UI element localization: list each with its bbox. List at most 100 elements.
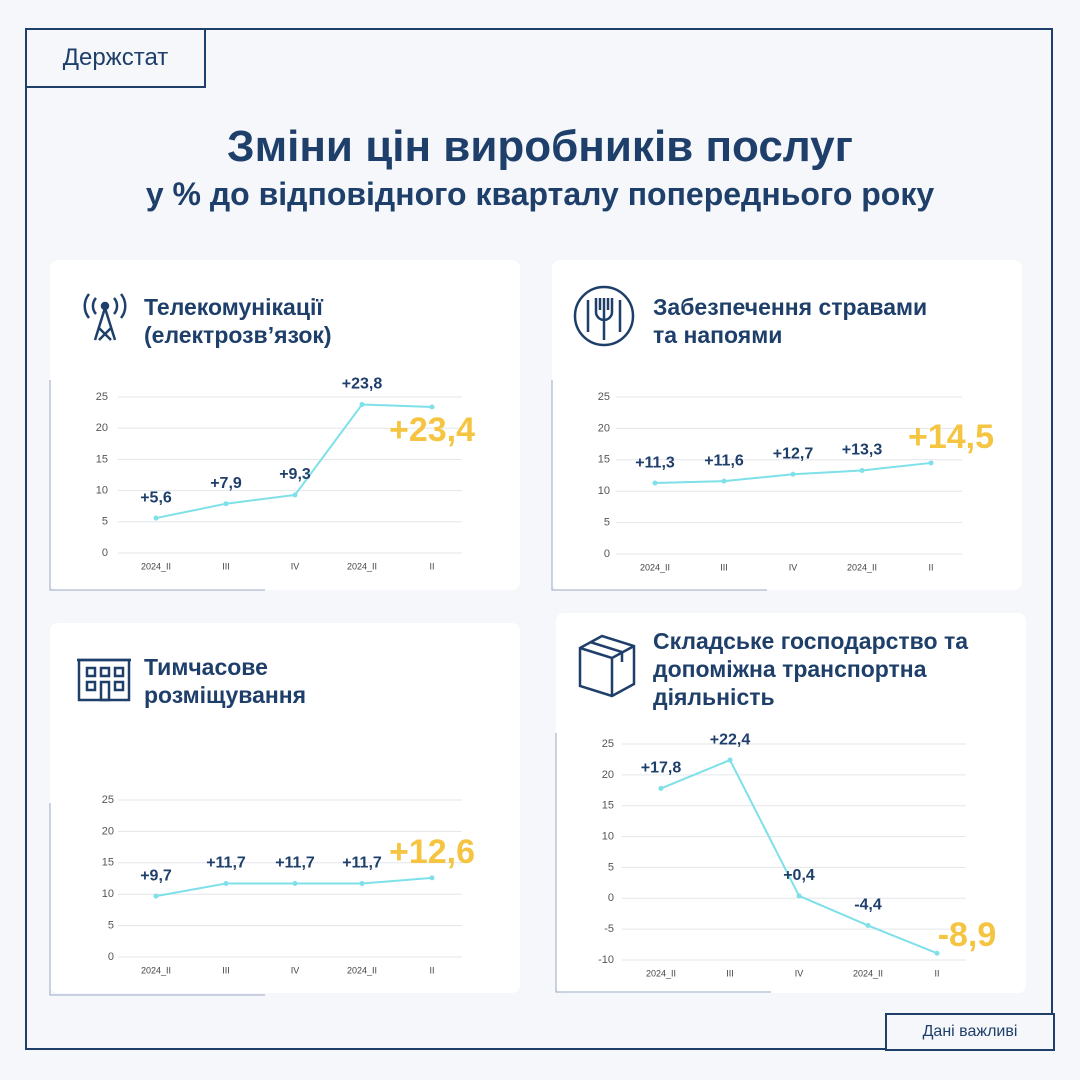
point [865,922,871,928]
y-tick-label: 20 [102,825,114,837]
y-tick-label: 25 [102,794,114,806]
point [429,404,435,410]
title: Зміни цін виробників послуг [227,122,853,171]
subtitle: у % до відповідного кварталу попередньог… [145,176,935,212]
value-label: +11,3 [635,454,675,471]
y-tick-label: 10 [598,485,610,497]
highlight-label: +14,5 [908,418,994,456]
value-label: +13,3 [842,442,883,459]
axis-decoration [555,733,771,993]
point [223,881,229,887]
y-tick-label: 0 [108,951,114,963]
value-label: +9,7 [140,867,172,884]
y-tick-label: 15 [102,857,114,869]
point [727,757,733,763]
point [859,467,865,473]
y-tick-label: 15 [96,453,108,465]
x-tick-label: II [429,965,434,975]
y-tick-label: 5 [102,516,108,528]
axis-decoration [49,803,265,996]
x-tick-label: 2024_II [141,965,171,975]
value-label: +11,7 [206,855,246,872]
highlight-label: +23,4 [389,411,475,449]
hotel-icon [77,658,131,702]
value-label: +7,9 [210,475,242,492]
y-tick-label: -5 [604,923,614,935]
y-tick-label: 5 [604,517,610,529]
value-label: +11,7 [275,855,315,872]
card [50,260,520,590]
y-tick-label: 10 [602,830,614,842]
y-tick-label: 25 [602,738,614,750]
y-tick-label: -10 [598,954,614,966]
card-title: Телекомунікації (електрозв’язок) [144,294,332,348]
value-label: +22,4 [710,731,751,748]
card-title: Забезпечення стравами та напоями [653,294,928,348]
x-tick-label: II [928,562,933,572]
highlight-label: -8,9 [938,916,997,954]
x-tick-label: 2024_II [640,562,670,572]
x-tick-label: IV [291,561,300,571]
x-tick-label: III [720,562,728,572]
value-label: +23,8 [342,376,383,393]
y-tick-label: 10 [96,485,108,497]
point [928,460,934,466]
card [552,260,1022,590]
point [721,478,727,484]
hotel-icon [77,658,131,702]
y-tick-label: 5 [108,920,114,932]
value-label: +12,7 [773,445,814,462]
x-tick-label: IV [795,968,804,978]
x-tick-label: IV [291,965,300,975]
value-label: +9,3 [279,466,311,483]
food-icon [594,298,614,340]
point [796,893,802,899]
y-tick-label: 5 [608,861,614,873]
y-tick-label: 10 [102,888,114,900]
axis-decoration [49,380,265,591]
x-tick-label: II [934,968,939,978]
y-tick-label: 0 [102,547,108,559]
point [359,881,365,887]
food-icon [573,285,635,347]
tower-icon [100,301,110,311]
value-label: +11,6 [704,452,744,469]
y-tick-label: 20 [602,769,614,781]
line [660,758,938,955]
line [155,876,433,898]
x-tick-label: IV [789,562,798,572]
point [790,471,796,477]
axis-decoration [551,380,767,591]
point [359,401,365,407]
x-tick-label: 2024_II [141,561,171,571]
y-tick-label: 15 [598,454,610,466]
frame [25,28,1053,1050]
y-tick-label: 20 [598,422,610,434]
point [292,881,298,887]
point [934,950,940,956]
value-label: +0,4 [783,867,815,884]
highlight-label: +12,6 [389,833,475,871]
value-label: -4,4 [854,897,882,914]
x-tick-label: 2024_II [347,561,377,571]
card-title: Складське господарство та допоміжна тран… [653,628,969,710]
y-tick-label: 20 [96,422,108,434]
point [153,515,159,521]
x-tick-label: 2024_II [847,562,877,572]
y-tick-label: 0 [608,892,614,904]
y-tick-label: 15 [602,800,614,812]
x-tick-label: III [222,561,230,571]
food-icon [586,300,622,332]
value-label: +5,6 [140,489,172,506]
x-tick-label: 2024_II [347,965,377,975]
x-tick-label: 2024_II [646,968,676,978]
card-title: Тимчасове розміщування [144,654,307,708]
box-icon [578,634,636,698]
x-tick-label: 2024_II [853,968,883,978]
point [292,492,298,498]
value-label: +17,8 [641,760,682,777]
y-tick-label: 25 [96,391,108,403]
point [223,501,229,507]
